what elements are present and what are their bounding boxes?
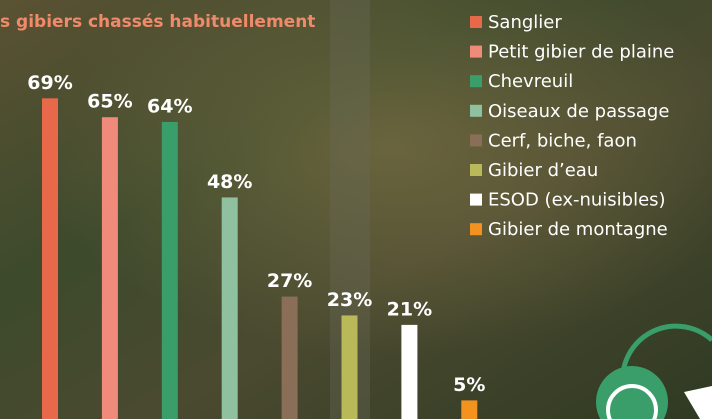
- legend-label: Sanglier: [488, 12, 562, 33]
- decor-ring: [606, 384, 658, 419]
- legend-swatch: [470, 164, 482, 176]
- bar: [42, 98, 58, 419]
- legend-swatch: [470, 134, 482, 147]
- legend-swatch: [470, 193, 482, 206]
- legend-label: Petit gibier de plaine: [488, 42, 674, 63]
- legend-label: Gibier d’eau: [488, 160, 598, 181]
- decor-shape: [684, 386, 712, 419]
- legend-label: Gibier de montagne: [488, 219, 668, 240]
- decor-circle: [596, 366, 668, 419]
- value-label: 5%: [453, 374, 485, 396]
- value-label: 21%: [387, 298, 432, 320]
- value-label: 23%: [327, 289, 372, 311]
- bar: [401, 324, 418, 419]
- legend-swatch: [470, 45, 482, 58]
- bar: [461, 400, 478, 419]
- chart-title: s gibiers chassés habituellement: [0, 12, 315, 32]
- legend-swatch: [470, 104, 482, 117]
- value-label: 69%: [27, 72, 72, 94]
- value-label: 65%: [87, 91, 132, 113]
- legend-label: Oiseaux de passage: [488, 101, 669, 122]
- legend-swatch: [470, 75, 482, 88]
- legend-label: Cerf, biche, faon: [488, 130, 637, 151]
- value-label: 48%: [207, 171, 252, 193]
- bar: [101, 117, 118, 419]
- value-label: 27%: [267, 270, 312, 292]
- bar: [221, 197, 238, 419]
- legend-swatch: [470, 223, 482, 236]
- bar: [281, 296, 298, 419]
- legend-label: Chevreuil: [488, 71, 573, 92]
- legend-swatch: [470, 16, 482, 28]
- value-label: 64%: [147, 95, 192, 117]
- legend-label: ESOD (ex-nuisibles): [488, 190, 666, 211]
- bar: [161, 121, 178, 419]
- bar: [341, 315, 358, 419]
